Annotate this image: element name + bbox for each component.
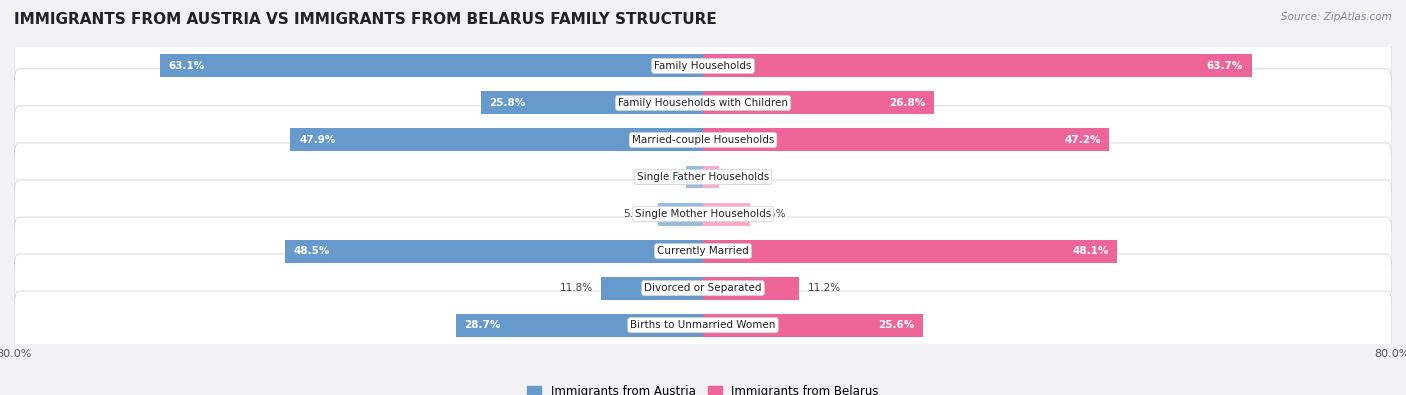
- Text: 11.2%: 11.2%: [808, 283, 841, 293]
- Text: 48.1%: 48.1%: [1073, 246, 1108, 256]
- Text: 47.2%: 47.2%: [1064, 135, 1101, 145]
- FancyBboxPatch shape: [14, 180, 1392, 248]
- Bar: [285, 240, 703, 263]
- Bar: [703, 166, 720, 188]
- Text: Births to Unmarried Women: Births to Unmarried Women: [630, 320, 776, 330]
- Bar: [703, 240, 1118, 263]
- Bar: [703, 276, 800, 299]
- Text: 11.8%: 11.8%: [560, 283, 593, 293]
- FancyBboxPatch shape: [14, 143, 1392, 211]
- Text: 48.5%: 48.5%: [294, 246, 330, 256]
- Text: Single Mother Households: Single Mother Households: [636, 209, 770, 219]
- FancyBboxPatch shape: [14, 291, 1392, 359]
- Bar: [456, 314, 703, 337]
- Text: 47.9%: 47.9%: [299, 135, 336, 145]
- Text: Family Households with Children: Family Households with Children: [619, 98, 787, 108]
- Text: 28.7%: 28.7%: [464, 320, 501, 330]
- Text: 63.1%: 63.1%: [169, 61, 204, 71]
- Bar: [291, 128, 703, 151]
- FancyBboxPatch shape: [14, 69, 1392, 137]
- Text: Currently Married: Currently Married: [657, 246, 749, 256]
- FancyBboxPatch shape: [14, 106, 1392, 174]
- FancyBboxPatch shape: [14, 217, 1392, 285]
- Bar: [658, 203, 703, 226]
- Text: Source: ZipAtlas.com: Source: ZipAtlas.com: [1281, 12, 1392, 22]
- Text: 5.5%: 5.5%: [759, 209, 786, 219]
- Bar: [481, 92, 703, 115]
- Text: Married-couple Households: Married-couple Households: [631, 135, 775, 145]
- Text: 25.8%: 25.8%: [489, 98, 526, 108]
- Bar: [160, 55, 703, 77]
- Text: 26.8%: 26.8%: [889, 98, 925, 108]
- FancyBboxPatch shape: [14, 254, 1392, 322]
- Bar: [686, 166, 703, 188]
- Bar: [602, 276, 703, 299]
- Text: 1.9%: 1.9%: [728, 172, 755, 182]
- Bar: [703, 314, 924, 337]
- Text: Family Households: Family Households: [654, 61, 752, 71]
- Text: 25.6%: 25.6%: [879, 320, 915, 330]
- Bar: [703, 55, 1251, 77]
- Text: 2.0%: 2.0%: [651, 172, 678, 182]
- Bar: [703, 128, 1109, 151]
- FancyBboxPatch shape: [14, 32, 1392, 100]
- Text: Divorced or Separated: Divorced or Separated: [644, 283, 762, 293]
- Bar: [703, 203, 751, 226]
- Legend: Immigrants from Austria, Immigrants from Belarus: Immigrants from Austria, Immigrants from…: [523, 380, 883, 395]
- Text: Single Father Households: Single Father Households: [637, 172, 769, 182]
- Text: IMMIGRANTS FROM AUSTRIA VS IMMIGRANTS FROM BELARUS FAMILY STRUCTURE: IMMIGRANTS FROM AUSTRIA VS IMMIGRANTS FR…: [14, 12, 717, 27]
- Bar: [703, 92, 934, 115]
- Text: 63.7%: 63.7%: [1206, 61, 1243, 71]
- Text: 5.2%: 5.2%: [623, 209, 650, 219]
